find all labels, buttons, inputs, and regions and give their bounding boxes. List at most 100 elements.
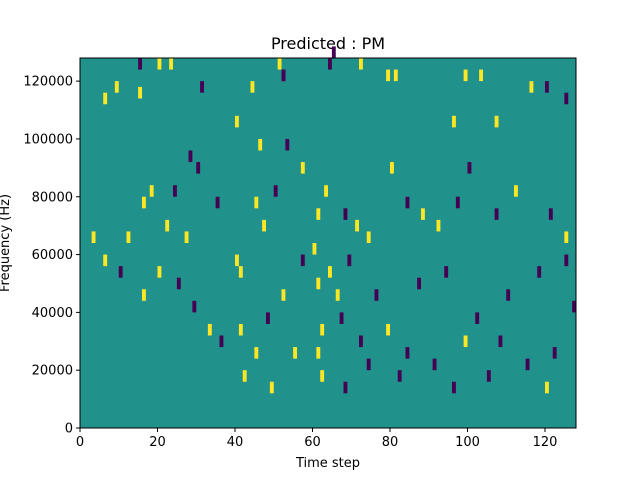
heatmap-cell-88	[366, 358, 371, 371]
heatmap-cell-24	[564, 92, 569, 105]
heatmap-cell-21	[479, 69, 484, 82]
chart-title: Predicted : PM	[271, 34, 385, 53]
heatmap-cell-57	[91, 231, 96, 243]
heatmap-cell-37	[184, 231, 189, 243]
x-tick-label: 80	[382, 435, 399, 450]
heatmap-cell-68	[238, 266, 243, 278]
heatmap-cell-76	[300, 254, 305, 267]
heatmap-cell-47	[355, 219, 360, 232]
heatmap-cell-1	[114, 81, 119, 93]
heatmap-cell-4	[157, 58, 162, 70]
heatmap-cell-91	[397, 370, 402, 382]
heatmap-cell-22	[529, 81, 534, 93]
heatmap-cell-97	[463, 335, 468, 348]
y-tick-label: 60000	[32, 248, 73, 263]
heatmap-cell-71	[254, 347, 259, 359]
heatmap-cell-48	[366, 231, 371, 243]
x-tick-label: 120	[533, 435, 558, 450]
heatmap-cell-92	[405, 347, 410, 359]
heatmap-cell-55	[548, 208, 553, 220]
heatmap-cell-31	[494, 115, 499, 128]
heatmap-cell-80	[320, 323, 325, 336]
heatmap-cell-20	[463, 69, 468, 82]
heatmap-cell-90	[386, 323, 391, 336]
heatmap-cell-44	[316, 208, 321, 220]
heatmap-cell-102	[525, 358, 530, 371]
heatmap-cell-27	[285, 138, 290, 151]
heatmap-cell-41	[262, 219, 267, 232]
heatmap-cell-85	[343, 381, 348, 394]
heatmap-cell-103	[537, 266, 542, 278]
x-axis-ticks: 0 20 40 60 80 100 120	[76, 428, 558, 450]
heatmap-cell-100	[498, 335, 503, 348]
heatmap-cell-63	[176, 277, 181, 290]
x-tick-label: 0	[76, 435, 84, 450]
heatmap-cell-72	[266, 312, 270, 324]
heatmap-cell-77	[312, 243, 317, 255]
heatmap-cell-87	[359, 335, 363, 348]
heatmap-cell-79	[316, 347, 321, 359]
heatmap-cell-105	[552, 347, 557, 359]
heatmap-cell-26	[258, 138, 263, 151]
heatmap-cell-96	[452, 381, 456, 394]
heatmap-cell-40	[254, 196, 259, 209]
heatmap-cell-38	[196, 162, 201, 174]
heatmap-cell-16	[331, 46, 336, 58]
heatmap-cell-75	[293, 347, 298, 359]
heatmap-cell-93	[417, 277, 422, 290]
heatmap-cell-25	[235, 115, 239, 128]
heatmap-cell-2	[138, 58, 143, 70]
x-axis-label: Time step	[295, 456, 360, 471]
heatmap-cell-73	[269, 381, 274, 394]
heatmap-cell-28	[390, 162, 394, 174]
x-tick-label: 40	[227, 435, 244, 450]
heatmap-cell-70	[242, 370, 247, 382]
heatmap-cell-49	[405, 196, 410, 209]
heatmap-cell-6	[200, 81, 205, 93]
heatmap-cell-74	[281, 289, 286, 301]
heatmap-cell-7	[250, 81, 255, 93]
heatmap-cell-19	[393, 69, 398, 82]
heatmap-cell-14	[281, 69, 286, 82]
heatmap-cell-69	[238, 323, 243, 336]
heatmap-cell-17	[359, 58, 363, 70]
heatmap-cell-86	[347, 254, 352, 267]
heatmap-cell-58	[103, 254, 108, 267]
heatmap-cell-34	[149, 185, 154, 197]
heatmap-cell-0	[103, 92, 108, 105]
heatmap-cell-33	[142, 196, 146, 209]
heatmap-cell-89	[374, 289, 379, 301]
heatmap-cell-59	[118, 266, 123, 278]
heatmap-cell-62	[157, 266, 162, 278]
heatmap-cell-60	[126, 231, 131, 243]
heatmap-cell-29	[452, 115, 456, 128]
y-axis-label: Frequency (Hz)	[0, 194, 13, 292]
heatmap-cell-51	[436, 219, 441, 232]
heatmap-cell-30	[467, 162, 472, 174]
heatmap-cell-43	[300, 162, 305, 174]
heatmap-cell-46	[343, 208, 348, 220]
y-axis-ticks: 0 20000 40000 60000 80000 100000 120000	[23, 75, 80, 437]
y-tick-label: 120000	[23, 75, 73, 90]
heatmap-cell-82	[328, 266, 332, 278]
heatmap-cell-104	[545, 381, 549, 394]
heatmap-cell-15	[328, 58, 332, 70]
heatmap-cell-23	[545, 81, 549, 93]
x-tick-label: 60	[304, 435, 321, 450]
y-tick-label: 100000	[23, 132, 73, 147]
x-tick-label: 100	[455, 435, 480, 450]
heatmap-cell-83	[335, 289, 340, 301]
heatmap-cell-3	[138, 86, 143, 99]
heatmap-cell-67	[235, 254, 239, 267]
x-tick-label: 20	[149, 435, 166, 450]
heatmap-cells	[91, 46, 577, 394]
heatmap-cell-65	[207, 323, 212, 336]
heatmap-background	[80, 58, 576, 428]
heatmap-cell-84	[339, 312, 344, 324]
y-tick-label: 80000	[32, 190, 73, 205]
heatmap-cell-94	[432, 358, 437, 371]
heatmap-cell-95	[444, 266, 449, 278]
heatmap-cell-45	[324, 185, 329, 197]
heatmap-cell-8	[277, 58, 282, 70]
